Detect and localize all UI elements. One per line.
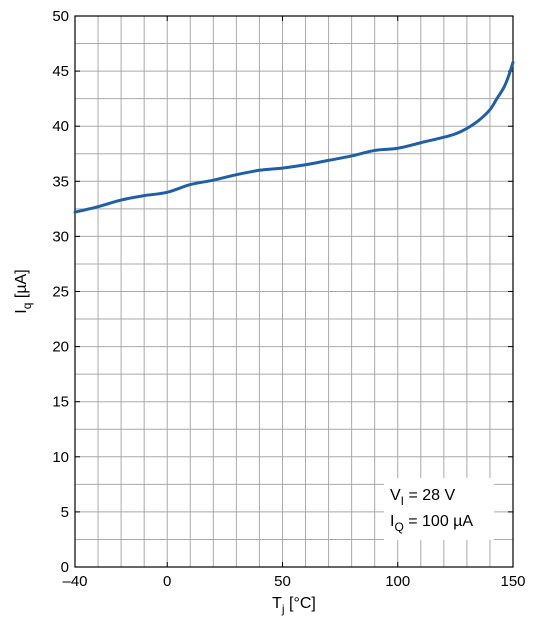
y-tick-label: 5 (61, 504, 69, 521)
annotation-1-rest: = 28 V (404, 487, 455, 504)
y-tick-label: 20 (52, 339, 69, 356)
annotation-background (384, 478, 494, 540)
y-tick-label: 35 (52, 173, 69, 190)
annotation-2-main: I (390, 513, 394, 530)
y-tick-label: 40 (52, 118, 69, 135)
annotation-1-main: V (390, 487, 401, 504)
series-group (73, 60, 515, 214)
y-tick-label: 30 (52, 228, 69, 245)
y-axis-label-unit: [µA] (13, 269, 30, 302)
x-axis-label-unit: [°C] (285, 595, 316, 612)
series-line (73, 60, 515, 214)
y-axis-label-main: I (13, 309, 30, 313)
x-tick-label: 0 (163, 573, 171, 590)
annotation-line-1: VI = 28 V (390, 487, 455, 508)
y-tick-label: 10 (52, 449, 69, 466)
y-tick-label: 25 (52, 284, 69, 301)
y-tick-label: 0 (61, 559, 69, 576)
annotation-box: VI = 28 V IQ = 100 µA (384, 478, 494, 540)
annotation-line-2: IQ = 100 µA (390, 513, 473, 534)
x-tick-label: 100 (385, 573, 410, 590)
y-tick-label: 45 (52, 63, 69, 80)
x-axis-label: Tj [°C] (272, 595, 316, 616)
y-axis-label-sub: q (20, 303, 34, 310)
x-tick-label: –40 (62, 573, 87, 590)
x-axis-label-main: T (272, 595, 282, 612)
x-tick-label: 50 (274, 573, 291, 590)
annotation-2-rest: = 100 µA (404, 513, 474, 530)
y-axis-label: Iq [µA] (13, 269, 34, 313)
y-tick-label: 50 (52, 8, 69, 25)
annotation-1-sub: I (401, 494, 404, 508)
grid (75, 16, 513, 567)
x-axis-label-sub: j (281, 602, 285, 616)
x-tick-label: 150 (500, 573, 525, 590)
annotation-2-sub: Q (394, 520, 403, 534)
y-tick-label: 15 (52, 394, 69, 411)
